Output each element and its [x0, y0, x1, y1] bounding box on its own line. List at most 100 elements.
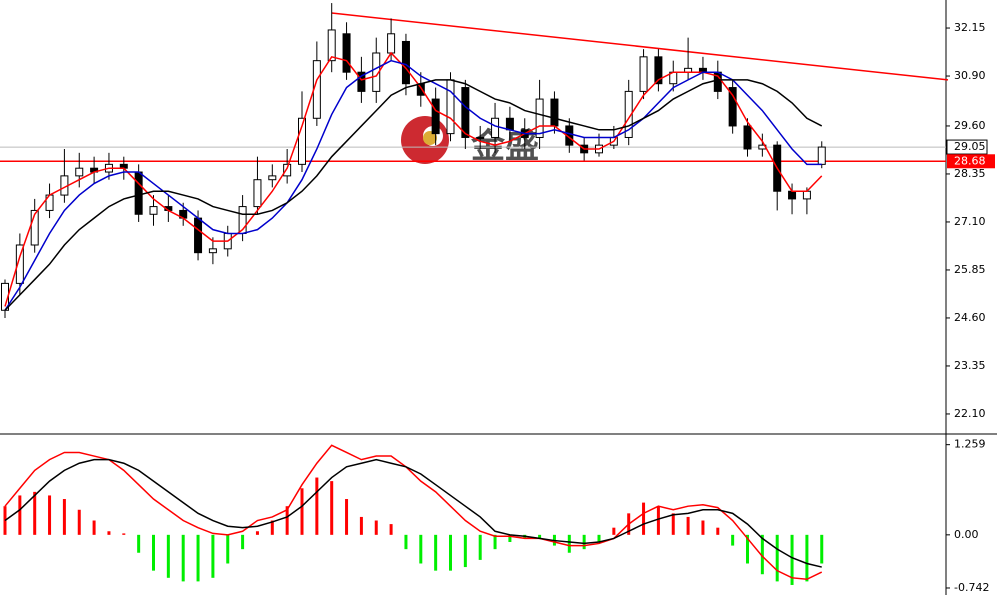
y-tick-label: 23.35	[954, 359, 986, 372]
histogram-bar	[181, 534, 185, 582]
y-tick-label: 29.60	[954, 119, 986, 132]
histogram-bar	[255, 531, 259, 535]
candle-body	[134, 171, 143, 215]
histogram-bar	[701, 520, 705, 535]
histogram-bar	[775, 534, 779, 582]
y-tick-label: 28.35	[954, 167, 986, 180]
candle-body	[372, 52, 381, 92]
y-tick-label: 25.85	[954, 263, 986, 276]
histogram-bar	[359, 516, 363, 535]
indicator-line	[4, 444, 823, 581]
candle-body	[30, 209, 39, 246]
candle-body	[728, 87, 737, 127]
histogram-bar	[612, 527, 616, 535]
histogram-bar	[18, 495, 22, 535]
histogram-bar	[226, 534, 230, 564]
level-label: 28.68	[954, 154, 986, 167]
histogram-bar	[122, 533, 126, 535]
histogram-bar	[300, 488, 304, 535]
y-tick-label: 32.15	[954, 21, 986, 34]
histogram-bar	[671, 513, 675, 535]
y-tick-label: 22.10	[954, 407, 986, 420]
histogram-bar	[345, 499, 349, 535]
y-tick-label: -0.742	[954, 581, 989, 594]
histogram-bar	[760, 534, 764, 575]
candle-body	[357, 71, 366, 92]
candle-body	[342, 33, 351, 73]
candle-body	[327, 29, 336, 62]
histogram-bar	[493, 534, 497, 550]
histogram-bar	[137, 534, 141, 553]
histogram-bar	[449, 534, 452, 571]
histogram-bar	[508, 534, 512, 542]
histogram-bar	[196, 534, 200, 582]
candle-body	[387, 33, 396, 54]
candle-body	[639, 56, 648, 92]
indicator-line	[4, 79, 823, 311]
histogram-bar	[270, 520, 274, 535]
bid-label: 29.05	[954, 140, 986, 153]
histogram-bar	[285, 506, 289, 535]
candle-body	[208, 248, 217, 254]
candle-body	[535, 98, 544, 138]
candle-body	[431, 98, 440, 135]
trendline	[331, 12, 949, 81]
histogram-bar	[582, 534, 586, 550]
candle-body	[491, 117, 500, 138]
candle-body	[15, 244, 24, 284]
histogram-bar	[389, 524, 393, 535]
y-tick-label: 24.60	[954, 311, 986, 324]
histogram-bar	[805, 534, 809, 582]
y-tick-label: 0.00	[954, 528, 979, 541]
histogram-bar	[434, 534, 438, 571]
level-box	[947, 154, 995, 169]
candle-body	[149, 206, 158, 215]
logo-dot	[423, 131, 437, 145]
bid-box	[946, 139, 988, 155]
candle-body	[654, 56, 663, 85]
candle-body	[75, 167, 84, 177]
histogram-bar	[92, 520, 96, 535]
histogram-bar	[211, 534, 215, 578]
histogram-bar	[241, 534, 245, 550]
histogram-bar	[567, 534, 571, 553]
candle-body	[253, 179, 262, 208]
candle-body	[298, 117, 306, 165]
candle-body	[194, 217, 203, 254]
histogram-bar	[374, 520, 378, 535]
candle-body	[446, 79, 455, 135]
candle-body	[461, 87, 470, 138]
histogram-bar	[166, 534, 170, 578]
candle-body	[802, 190, 811, 200]
candle-body	[283, 163, 292, 177]
histogram-bar	[642, 502, 646, 535]
histogram-bar	[597, 534, 601, 542]
histogram-bar	[731, 534, 735, 546]
y-tick-label: 1.259	[954, 438, 986, 451]
candle-body	[476, 136, 485, 139]
logo	[401, 116, 449, 164]
candle-body	[624, 90, 633, 138]
histogram-bar	[463, 534, 467, 568]
histogram-bar	[315, 477, 319, 535]
candle-body	[788, 190, 797, 200]
histogram-bar	[330, 481, 334, 535]
candle-body	[505, 117, 514, 131]
histogram-bar	[152, 534, 155, 571]
histogram-bar	[716, 527, 720, 535]
histogram-bar	[419, 534, 423, 564]
candle-body	[817, 146, 826, 165]
histogram-bar	[62, 499, 66, 535]
histogram-bar	[538, 534, 542, 539]
candle-body	[268, 175, 277, 181]
indicator-line	[4, 51, 823, 307]
histogram-bar	[686, 516, 690, 535]
histogram-bar	[33, 491, 37, 535]
histogram-bar	[656, 506, 660, 535]
histogram-bar	[48, 495, 52, 535]
histogram-bar	[820, 534, 824, 564]
y-tick-label: 30.90	[954, 69, 986, 82]
